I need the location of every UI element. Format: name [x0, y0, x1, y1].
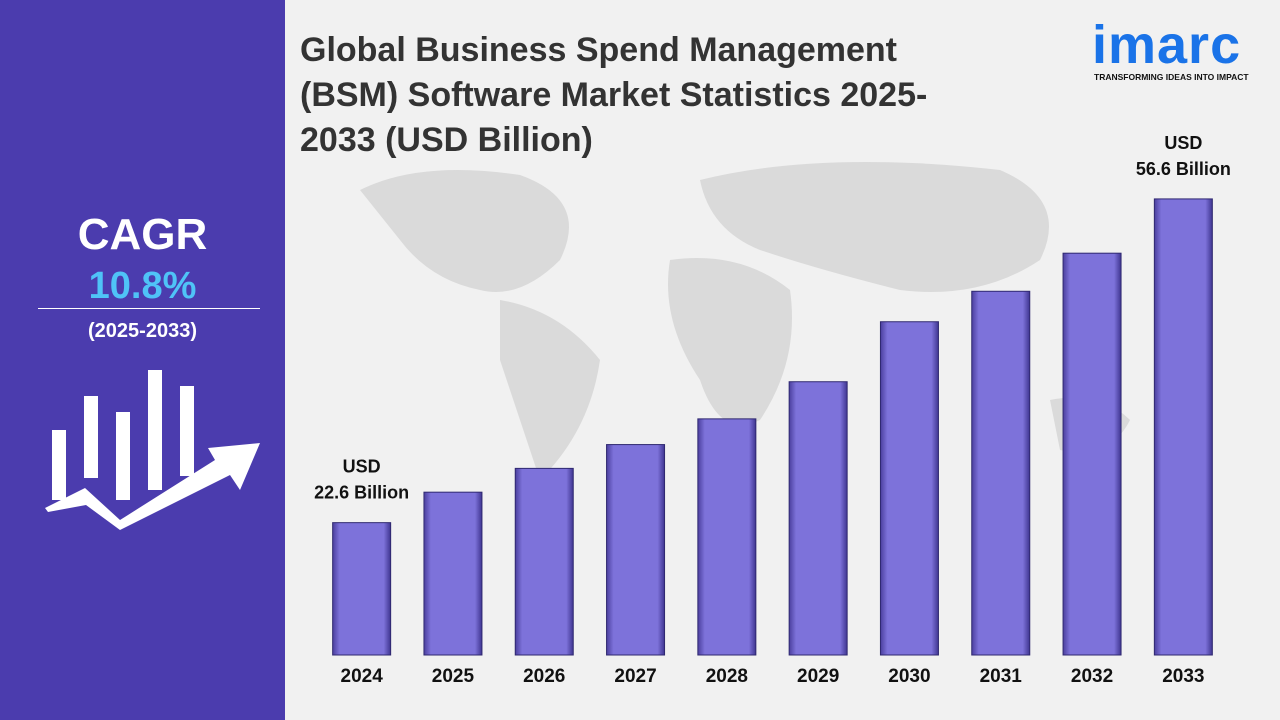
bar	[971, 290, 1031, 656]
x-tick-label: 2024	[341, 666, 384, 687]
bar	[514, 467, 574, 656]
bar	[606, 444, 666, 656]
x-tick-label: 2029	[797, 666, 839, 687]
value-label: USD 22.6 Billion	[314, 457, 409, 503]
x-tick-label: 2033	[1162, 666, 1204, 687]
bar	[1062, 252, 1122, 656]
chart-title: Global Business Spend Management (BSM) S…	[300, 31, 928, 159]
cagr-label: CAGR	[77, 210, 208, 259]
value-label: USD 56.6 Billion	[1136, 133, 1231, 179]
bar	[788, 381, 848, 656]
x-tick-label: 2025	[432, 666, 475, 687]
tagline: TRANSFORMING IDEAS INTO IMPACT	[1094, 72, 1249, 82]
x-tick-label: 2032	[1071, 666, 1113, 687]
bar	[697, 418, 757, 656]
divider	[38, 308, 260, 309]
bar	[879, 321, 939, 656]
bar	[332, 522, 392, 656]
value-label-line: USD	[343, 457, 381, 477]
world-map	[360, 162, 1130, 480]
x-tick-label: 2030	[888, 666, 930, 687]
value-label-line: 56.6 Billion	[1136, 159, 1231, 179]
x-tick-label: 2027	[614, 666, 656, 687]
cagr-value: 10.8%	[88, 265, 197, 307]
x-tick-label: 2026	[523, 666, 565, 687]
cagr-period: (2025-2033)	[88, 320, 197, 342]
side-panel: CAGR 10.8% (2025-2033)	[0, 0, 285, 720]
value-label-line: USD	[1164, 133, 1202, 153]
bar	[1153, 198, 1213, 656]
logo: imarc	[1092, 15, 1242, 75]
x-tick-label: 2031	[980, 666, 1023, 687]
value-label-line: 22.6 Billion	[314, 483, 409, 503]
bar	[423, 491, 483, 656]
x-tick-label: 2028	[706, 666, 748, 687]
growth-icon	[45, 370, 260, 530]
